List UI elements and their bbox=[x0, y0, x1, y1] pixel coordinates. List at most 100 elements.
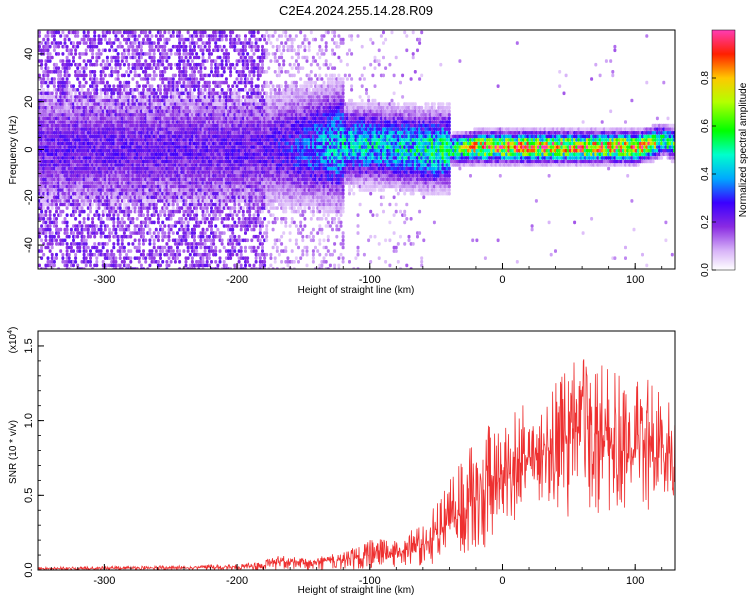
heatmap-cell bbox=[161, 220, 165, 225]
heatmap-cell bbox=[154, 227, 158, 232]
heatmap-cell bbox=[205, 227, 209, 232]
heatmap-cell bbox=[80, 224, 84, 228]
heatmap-cell bbox=[184, 199, 188, 203]
heatmap-cell bbox=[235, 77, 239, 81]
heatmap-cell bbox=[193, 231, 196, 235]
heatmap-cell bbox=[105, 242, 109, 246]
heatmap-cell bbox=[97, 34, 101, 38]
heatmap-cell bbox=[127, 206, 131, 210]
heatmap-cell bbox=[74, 217, 78, 221]
heatmap-cell bbox=[91, 52, 95, 56]
heatmap-cell bbox=[57, 66, 61, 70]
heatmap-cell bbox=[131, 242, 135, 246]
heatmap-cell bbox=[57, 206, 61, 210]
heatmap-cell bbox=[101, 231, 105, 235]
heatmap-cell bbox=[127, 80, 131, 85]
heatmap-cell bbox=[144, 84, 148, 88]
heatmap-cell bbox=[139, 224, 143, 228]
heatmap-cell bbox=[84, 62, 88, 67]
figure-title: C2E4.2024.255.14.28.R09 bbox=[279, 3, 433, 18]
heatmap-cell bbox=[167, 238, 171, 243]
heatmap-cell bbox=[52, 37, 56, 42]
heatmap-cell bbox=[133, 41, 137, 45]
heatmap-cell bbox=[67, 80, 71, 85]
heatmap-cell bbox=[210, 199, 213, 203]
heatmap-cell bbox=[63, 41, 67, 45]
heatmap-cell bbox=[224, 37, 228, 42]
heatmap-cell bbox=[52, 234, 56, 239]
heatmap-cell bbox=[108, 227, 112, 232]
heatmap-cell bbox=[195, 52, 199, 56]
heatmap-cell bbox=[220, 48, 224, 53]
heatmap-cell bbox=[101, 80, 105, 85]
heatmap-cell bbox=[95, 84, 99, 88]
heatmap-cell bbox=[188, 206, 192, 210]
heatmap-cell bbox=[224, 202, 228, 207]
heatmap-cell bbox=[127, 213, 131, 217]
heatmap-cell bbox=[165, 66, 169, 70]
heatmap-cell bbox=[38, 34, 41, 38]
heatmap-cell bbox=[229, 88, 233, 92]
heatmap-cell bbox=[40, 59, 44, 63]
heatmap-cell bbox=[131, 217, 135, 221]
heatmap-cell bbox=[237, 217, 241, 221]
heatmap-cell bbox=[95, 245, 99, 250]
heatmap-cell bbox=[103, 37, 107, 42]
heatmap-cell bbox=[131, 220, 135, 225]
heatmap-cell bbox=[193, 238, 196, 243]
heatmap-cell bbox=[165, 59, 169, 63]
heatmap-cell bbox=[239, 227, 243, 232]
heatmap-cell bbox=[65, 249, 69, 253]
heatmap-cell bbox=[133, 95, 137, 99]
heatmap-cell bbox=[171, 30, 175, 35]
heatmap-cell bbox=[99, 227, 103, 232]
heatmap-cell bbox=[72, 213, 75, 217]
heatmap-cell bbox=[82, 70, 86, 74]
heatmap-cell bbox=[129, 234, 133, 239]
heatmap-cell bbox=[89, 260, 92, 264]
heatmap-cell bbox=[165, 41, 169, 45]
heatmap-cell bbox=[231, 30, 235, 35]
heatmap-cell bbox=[103, 34, 107, 38]
heatmap-cell bbox=[201, 260, 205, 264]
heatmap-cell bbox=[74, 260, 78, 264]
heatmap-cell bbox=[144, 59, 148, 63]
heatmap-cell bbox=[148, 242, 152, 246]
heatmap-cell bbox=[95, 88, 99, 92]
heatmap-cell bbox=[142, 234, 145, 239]
heatmap-cell bbox=[101, 70, 105, 74]
heatmap-cell bbox=[167, 37, 171, 42]
heatmap-cell bbox=[61, 59, 65, 63]
heatmap-cell bbox=[120, 34, 124, 38]
heatmap-cell bbox=[173, 224, 177, 228]
heatmap-cell bbox=[150, 234, 154, 239]
heatmap-cell bbox=[95, 263, 99, 268]
heatmap-cell bbox=[57, 231, 61, 235]
heatmap-cell bbox=[120, 59, 124, 63]
heatmap-cell bbox=[150, 84, 154, 88]
heatmap-cell bbox=[48, 52, 52, 56]
heatmap-cell bbox=[218, 234, 222, 239]
heatmap-cell bbox=[197, 80, 201, 85]
heatmap-cell bbox=[69, 227, 73, 232]
heatmap-cell bbox=[55, 209, 58, 214]
heatmap-cell bbox=[122, 62, 126, 67]
heatmap-cell bbox=[207, 48, 211, 53]
heatmap-cell bbox=[67, 256, 71, 260]
heatmap-cell bbox=[186, 227, 190, 232]
heatmap-cell bbox=[95, 231, 99, 235]
heatmap-cell bbox=[195, 206, 199, 210]
heatmap-cell bbox=[231, 217, 235, 221]
heatmap-cell bbox=[82, 217, 86, 221]
heatmap-cell bbox=[135, 88, 139, 92]
heatmap-cell bbox=[184, 66, 188, 70]
heatmap-cell bbox=[167, 30, 171, 35]
heatmap-cell bbox=[48, 217, 52, 221]
heatmap-cell bbox=[218, 44, 222, 49]
heatmap-cell bbox=[205, 260, 209, 264]
heatmap-cell bbox=[99, 37, 103, 42]
heatmap-cell bbox=[55, 252, 58, 257]
heatmap-cell bbox=[122, 73, 126, 78]
heatmap-cell bbox=[40, 66, 44, 70]
heatmap-cell bbox=[67, 59, 71, 63]
